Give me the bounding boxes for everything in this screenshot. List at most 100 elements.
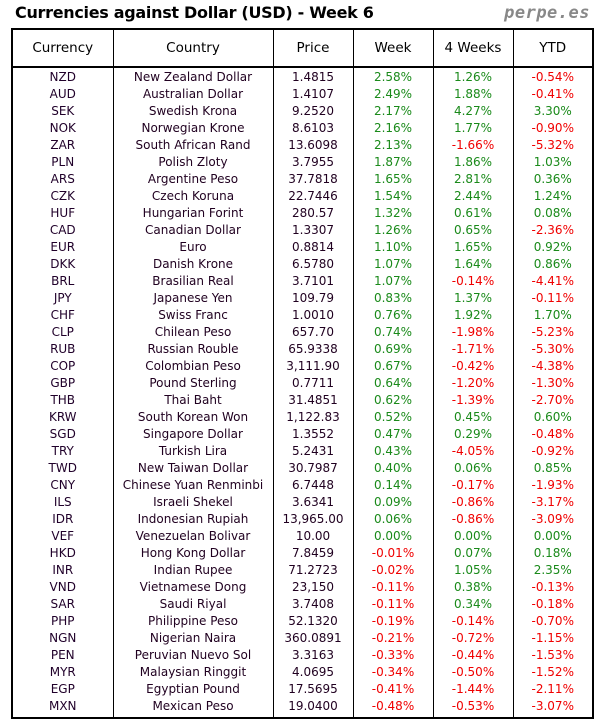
price: 13.6098: [272, 137, 354, 154]
table-row: CLP Chilean Peso 657.70 0.74% -1.98% -5.23%: [11, 324, 594, 341]
price: 30.7987: [272, 460, 354, 477]
country-name: Venezuelan Bolivar: [112, 528, 274, 545]
currency-code: NGN: [11, 630, 114, 647]
ytd-change: 1.70%: [512, 307, 594, 324]
currency-code: GBP: [11, 375, 114, 392]
country-name: Pound Sterling: [112, 375, 274, 392]
ytd-change: -3.09%: [512, 511, 594, 528]
country-name: Swedish Krona: [112, 103, 274, 120]
ytd-change: -0.41%: [512, 86, 594, 103]
price: 1.3552: [272, 426, 354, 443]
price: 3.7955: [272, 154, 354, 171]
currency-code: PEN: [11, 647, 114, 664]
ytd-change: -1.53%: [512, 647, 594, 664]
table-row: KRW South Korean Won 1,122.83 0.52% 0.45% 0.6…: [11, 409, 594, 426]
price: 1,122.83: [272, 409, 354, 426]
week-change: 1.26%: [352, 222, 434, 239]
price: 13,965.00: [272, 511, 354, 528]
price: 52.1320: [272, 613, 354, 630]
currency-code: CLP: [11, 324, 114, 341]
table-row: JPY Japanese Yen 109.79 0.83% 1.37% -0.11%: [11, 290, 594, 307]
ytd-change: -0.18%: [512, 596, 594, 613]
ytd-change: -4.41%: [512, 273, 594, 290]
currency-code: AUD: [11, 86, 114, 103]
week-change: 1.07%: [352, 273, 434, 290]
currency-code: TRY: [11, 443, 114, 460]
header-week: Week: [352, 28, 434, 68]
four-week-change: 0.34%: [432, 596, 514, 613]
four-week-change: -1.44%: [432, 681, 514, 698]
four-week-change: 4.27%: [432, 103, 514, 120]
currency-code: EGP: [11, 681, 114, 698]
table-row: COP Colombian Peso 3,111.90 0.67% -0.42% -4.3…: [11, 358, 594, 375]
price: 1.3307: [272, 222, 354, 239]
country-name: Vietnamese Dong: [112, 579, 274, 596]
four-week-change: 1.05%: [432, 562, 514, 579]
ytd-change: 2.35%: [512, 562, 594, 579]
price: 8.6103: [272, 120, 354, 137]
week-change: -0.41%: [352, 681, 434, 698]
ytd-change: -0.13%: [512, 579, 594, 596]
four-week-change: 1.26%: [432, 67, 514, 86]
ytd-change: -1.30%: [512, 375, 594, 392]
four-week-change: -0.72%: [432, 630, 514, 647]
currency-code: SEK: [11, 103, 114, 120]
ytd-change: -1.93%: [512, 477, 594, 494]
table-row: EGP Egyptian Pound 17.5695 -0.41% -1.44% -2.1…: [11, 681, 594, 698]
table-row: PLN Polish Zloty 3.7955 1.87% 1.86% 1.03%: [11, 154, 594, 171]
table-row: SGD Singapore Dollar 1.3552 0.47% 0.29% -0.48…: [11, 426, 594, 443]
currency-code: EUR: [11, 239, 114, 256]
table-row: CZK Czech Koruna 22.7446 1.54% 2.44% 1.24%: [11, 188, 594, 205]
week-change: -0.19%: [352, 613, 434, 630]
four-week-change: 0.45%: [432, 409, 514, 426]
table-row: NGN Nigerian Naira 360.0891 -0.21% -0.72% -1.…: [11, 630, 594, 647]
currency-code: CHF: [11, 307, 114, 324]
table-row: RUB Russian Rouble 65.9338 0.69% -1.71% -5.30…: [11, 341, 594, 358]
table-row: CNY Chinese Yuan Renminbi 6.7448 0.14% -0.17…: [11, 477, 594, 494]
country-name: Hong Kong Dollar: [112, 545, 274, 562]
table-body: NZD New Zealand Dollar 1.4815 2.58% 1.26% -0.…: [11, 67, 594, 718]
four-week-change: -0.44%: [432, 647, 514, 664]
ytd-change: -5.32%: [512, 137, 594, 154]
country-name: Danish Krone: [112, 256, 274, 273]
country-name: South African Rand: [112, 137, 274, 154]
currency-code: ZAR: [11, 137, 114, 154]
week-change: 1.10%: [352, 239, 434, 256]
ytd-change: 0.08%: [512, 205, 594, 222]
country-name: Indonesian Rupiah: [112, 511, 274, 528]
currency-code: NZD: [11, 67, 114, 86]
country-name: Russian Rouble: [112, 341, 274, 358]
country-name: Singapore Dollar: [112, 426, 274, 443]
ytd-change: -1.15%: [512, 630, 594, 647]
four-week-change: -0.14%: [432, 613, 514, 630]
table-row: HUF Hungarian Forint 280.57 1.32% 0.61% 0.08%: [11, 205, 594, 222]
country-name: Polish Zloty: [112, 154, 274, 171]
country-name: Philippine Peso: [112, 613, 274, 630]
currency-code: TWD: [11, 460, 114, 477]
table-row: SAR Saudi Riyal 3.7408 -0.11% 0.34% -0.18%: [11, 596, 594, 613]
table-row: BRL Brasilian Real 3.7101 1.07% -0.14% -4.41%: [11, 273, 594, 290]
price: 22.7446: [272, 188, 354, 205]
table-row: TWD New Taiwan Dollar 30.7987 0.40% 0.06% 0.8…: [11, 460, 594, 477]
country-name: Malaysian Ringgit: [112, 664, 274, 681]
header-price: Price: [272, 28, 354, 68]
table-row: CAD Canadian Dollar 1.3307 1.26% 0.65% -2.36%: [11, 222, 594, 239]
country-name: Egyptian Pound: [112, 681, 274, 698]
four-week-change: 0.07%: [432, 545, 514, 562]
country-name: New Taiwan Dollar: [112, 460, 274, 477]
currency-code: CAD: [11, 222, 114, 239]
currency-code: THB: [11, 392, 114, 409]
four-week-change: 1.86%: [432, 154, 514, 171]
four-week-change: -0.50%: [432, 664, 514, 681]
four-week-change: 0.38%: [432, 579, 514, 596]
ytd-change: 0.18%: [512, 545, 594, 562]
four-week-change: 1.77%: [432, 120, 514, 137]
price: 280.57: [272, 205, 354, 222]
currency-code: SAR: [11, 596, 114, 613]
week-change: -0.11%: [352, 596, 434, 613]
week-change: 0.67%: [352, 358, 434, 375]
price: 9.2520: [272, 103, 354, 120]
country-name: Chinese Yuan Renminbi: [112, 477, 274, 494]
four-week-change: 0.06%: [432, 460, 514, 477]
ytd-change: -1.52%: [512, 664, 594, 681]
